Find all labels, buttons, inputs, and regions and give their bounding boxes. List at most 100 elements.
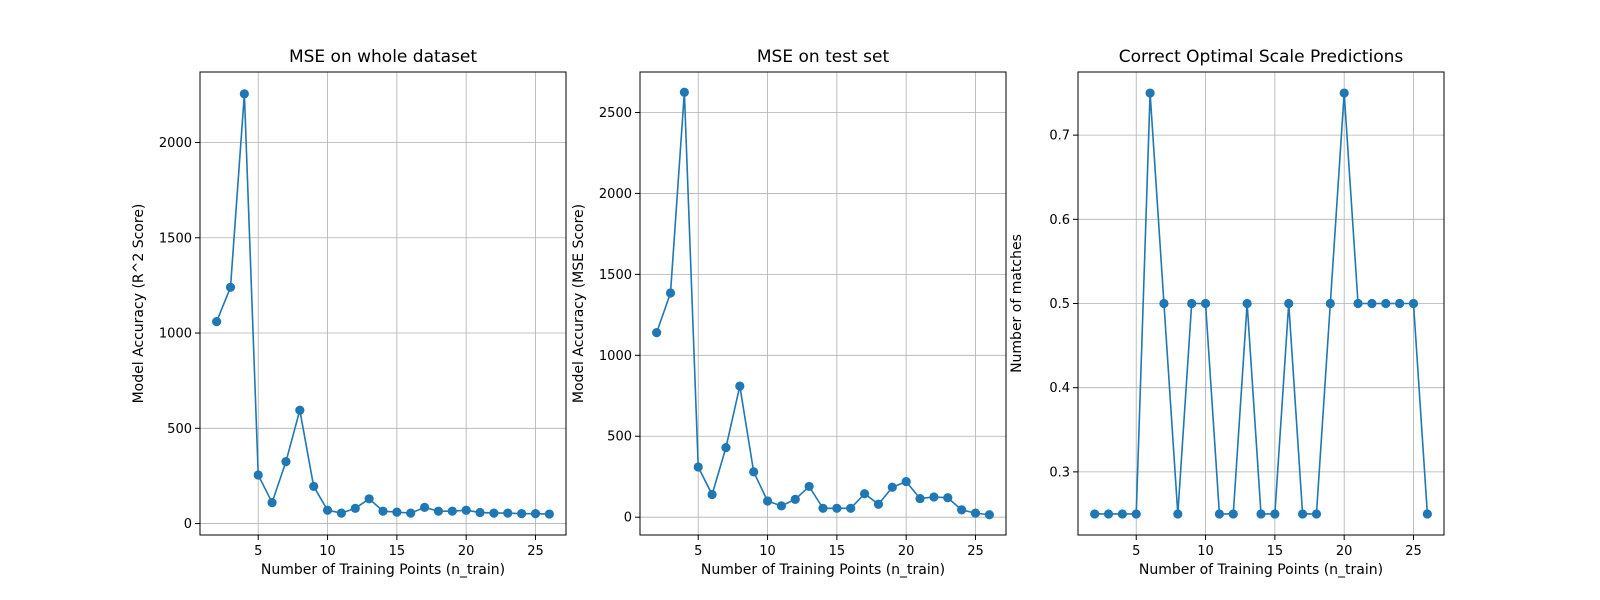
data-point	[970, 508, 981, 518]
y-tick-label: 1000	[599, 349, 632, 364]
axes-frame	[199, 71, 567, 536]
data-point	[1187, 298, 1197, 309]
y-axis-label: Model Accuracy (MSE Score)	[571, 204, 587, 403]
axes-frame	[1077, 71, 1445, 536]
data-point	[1117, 509, 1127, 519]
y-tick-label: 0	[184, 517, 192, 532]
data-point	[1297, 509, 1308, 519]
x-tick-label: 15	[1267, 544, 1284, 559]
y-tick-label: 1000	[159, 327, 192, 342]
data-point	[776, 501, 787, 511]
data-point	[295, 405, 305, 415]
data-point	[475, 507, 485, 518]
chart-panel-3: 5 10 15 20 25 0.3 0.4 0.5 0.6 0.7 Correct Optimal …	[1009, 47, 1445, 578]
x-tick-label: 5	[254, 544, 262, 559]
data-point	[517, 509, 527, 519]
data-point	[1214, 509, 1225, 519]
data-point	[350, 503, 360, 513]
data-point	[693, 462, 703, 472]
data-point	[984, 510, 994, 520]
data-point	[378, 506, 388, 516]
y-tick-label: 0.3	[1049, 465, 1070, 480]
y-tick-label: 0.5	[1049, 297, 1070, 312]
data-point	[943, 493, 953, 503]
y-tick-label: 2000	[159, 136, 192, 151]
data-point	[887, 482, 897, 492]
y-tick-label: 0.7	[1049, 129, 1070, 144]
y-tick-label: 1500	[599, 268, 632, 283]
data-point	[749, 467, 759, 477]
data-point	[929, 492, 939, 502]
x-tick-label: 20	[1336, 544, 1353, 559]
data-point	[721, 442, 731, 453]
data-point	[530, 509, 541, 519]
data-point	[1159, 298, 1169, 309]
data-point	[1339, 88, 1349, 98]
data-point	[901, 476, 911, 487]
data-point	[309, 481, 319, 492]
data-point	[915, 493, 925, 504]
chart-panel-1: 5 10 15 20 25 0 500 1000 1500 2000 MSE on whole da…	[131, 47, 567, 578]
x-tick-label: 15	[829, 544, 846, 559]
data-point	[419, 502, 430, 512]
series-line	[655, 92, 990, 516]
y-tick-label: 500	[167, 422, 192, 437]
data-point	[1284, 298, 1294, 309]
data-point	[489, 508, 499, 518]
x-tick-label: 15	[389, 544, 406, 559]
y-tick-label: 0.4	[1049, 381, 1070, 396]
data-point	[679, 87, 689, 97]
x-tick-label: 5	[694, 544, 702, 559]
x-tick-label: 20	[898, 544, 915, 559]
x-tick-label: 25	[967, 544, 984, 559]
data-point	[253, 470, 263, 480]
data-point	[707, 489, 717, 500]
data-point	[212, 317, 222, 327]
y-tick-label: 0.6	[1049, 213, 1070, 228]
data-point	[1353, 298, 1363, 309]
data-point	[1103, 509, 1114, 519]
data-point	[336, 508, 347, 518]
y-axis-label: Number of matches	[1009, 234, 1025, 373]
data-point	[804, 481, 814, 492]
chart-panel-2: 5 10 15 20 25 0 500 1000 1500 2000 2500 MSE on test…	[571, 47, 1007, 578]
data-point	[239, 89, 249, 99]
chart-title: Correct Optimal Scale Predictions	[1119, 47, 1404, 67]
chart-title: MSE on whole dataset	[289, 47, 477, 67]
data-point	[1311, 509, 1322, 519]
data-point	[503, 508, 513, 518]
data-point	[735, 381, 745, 391]
x-tick-label: 10	[759, 544, 776, 559]
data-point	[762, 496, 773, 506]
data-point	[1270, 509, 1280, 519]
y-tick-label: 1500	[159, 231, 192, 246]
y-tick-label: 2000	[599, 187, 632, 202]
data-point	[406, 508, 416, 518]
data-point	[447, 506, 457, 516]
data-point	[1422, 509, 1432, 519]
data-point	[225, 282, 236, 292]
x-tick-label: 10	[1197, 544, 1214, 559]
x-tick-label: 20	[458, 544, 475, 559]
data-point	[544, 509, 554, 519]
data-point	[1256, 509, 1266, 519]
data-point	[322, 505, 333, 515]
y-axis-label: Model Accuracy (R^2 Score)	[131, 204, 147, 404]
data-point	[1090, 509, 1100, 519]
data-point	[1131, 509, 1141, 519]
data-point	[364, 494, 374, 504]
data-point	[1381, 298, 1391, 309]
data-point	[859, 489, 870, 499]
x-axis-label: Number of Training Points (n_train)	[261, 562, 505, 578]
data-point	[433, 506, 444, 516]
x-tick-label: 10	[319, 544, 336, 559]
data-point	[267, 498, 277, 508]
data-point	[846, 503, 856, 513]
data-point	[1145, 88, 1155, 98]
y-tick-label: 2500	[599, 106, 632, 121]
data-point	[1325, 298, 1335, 309]
data-point	[1173, 509, 1183, 519]
data-point	[665, 288, 676, 298]
x-axis-label: Number of Training Points (n_train)	[1139, 562, 1383, 578]
